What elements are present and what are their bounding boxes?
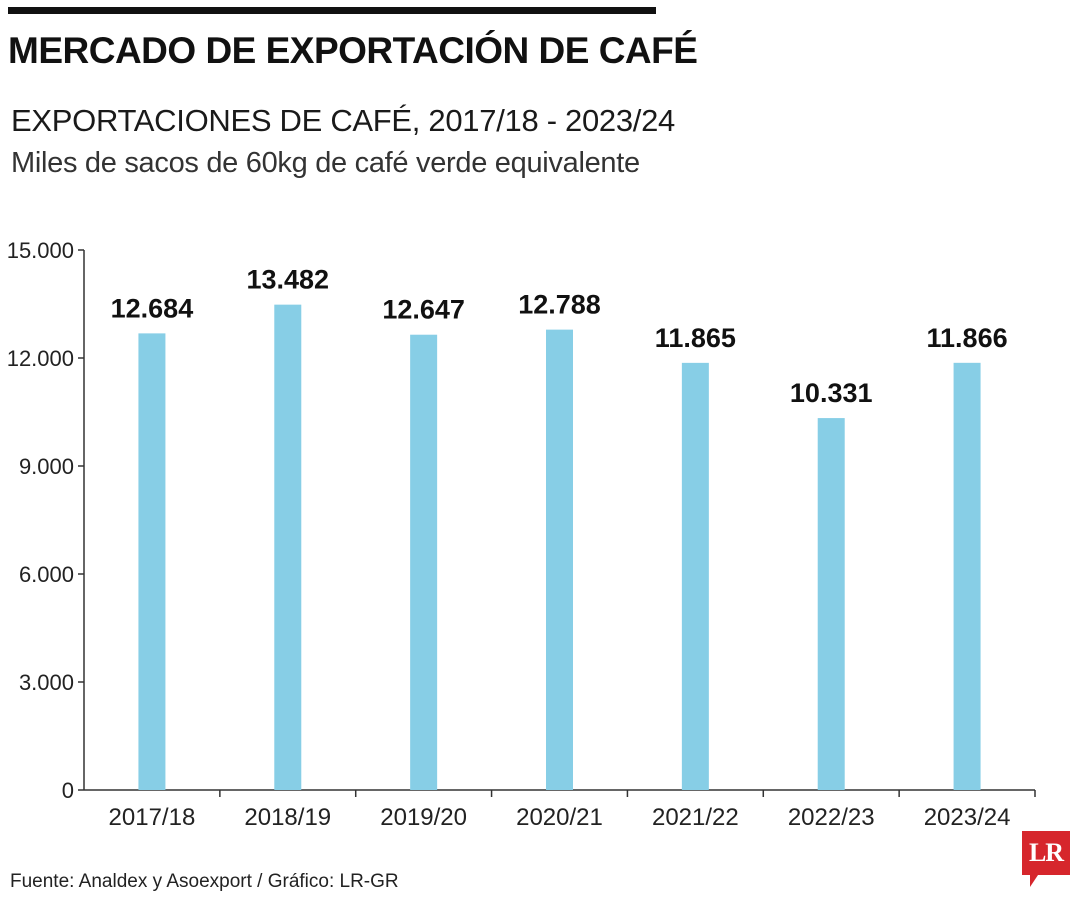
y-tick-label: 6.000 (19, 562, 74, 587)
data-label: 11.866 (927, 323, 1008, 353)
bar-2017-18 (138, 333, 166, 790)
page-title: MERCADO DE EXPORTACIÓN DE CAFÉ (8, 30, 698, 71)
data-label: 11.865 (655, 323, 736, 353)
chart-subtitle: Miles de sacos de 60kg de café verde equ… (11, 147, 640, 179)
data-label: 13.482 (246, 265, 329, 295)
bar-2020-21 (546, 329, 573, 790)
x-tick-label: 2022/23 (788, 804, 875, 831)
x-tick-label: 2017/18 (109, 804, 196, 831)
chart-title: EXPORTACIONES DE CAFÉ, 2017/18 - 2023/24 (11, 103, 675, 138)
data-label: 12.788 (518, 290, 601, 320)
x-tick-label: 2023/24 (924, 804, 1011, 831)
y-tick-label: 3.000 (19, 670, 74, 695)
lr-logo: LR (1022, 831, 1070, 887)
x-tick-label: 2018/19 (244, 804, 331, 831)
top-rule (8, 7, 656, 14)
source-note: Fuente: Analdex y Asoexport / Gráfico: L… (10, 871, 399, 892)
bar-2019-20 (410, 334, 438, 790)
y-tick-label: 9.000 (19, 454, 74, 479)
y-tick-label: 0 (62, 778, 74, 803)
data-label: 12.647 (382, 295, 465, 325)
bar-2023-24 (953, 362, 981, 790)
x-tick-label: 2020/21 (516, 804, 603, 831)
x-tick-label: 2021/22 (652, 804, 739, 831)
data-label: 10.331 (790, 378, 873, 408)
data-label: 12.684 (111, 293, 194, 323)
bar-chart: 0 3.000 6.000 9.000 12.000 15.000 12.684 2017/1… (7, 238, 1036, 831)
bar-2022-23 (817, 418, 845, 790)
y-tick-label: 12.000 (7, 346, 74, 371)
bar-2018-19 (274, 304, 302, 790)
bar-2021-22 (681, 362, 709, 790)
y-tick-label: 15.000 (7, 238, 74, 263)
x-tick-label: 2019/20 (380, 804, 467, 831)
